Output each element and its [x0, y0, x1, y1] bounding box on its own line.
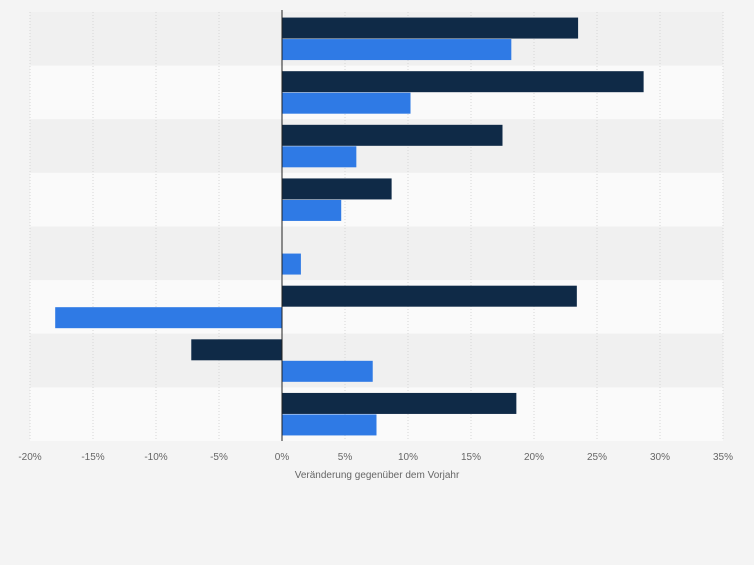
- x-tick-label: 5%: [338, 452, 353, 463]
- bar: [191, 339, 282, 361]
- bar: [282, 178, 392, 200]
- x-tick-label: 30%: [650, 452, 670, 463]
- bar: [282, 71, 644, 93]
- x-tick-label: -15%: [81, 452, 104, 463]
- bar: [282, 253, 301, 275]
- bar: [55, 307, 283, 329]
- x-tick-label: 10%: [398, 452, 418, 463]
- x-tick-label: 15%: [461, 452, 481, 463]
- x-tick-label: 25%: [587, 452, 607, 463]
- x-tick-label: -5%: [210, 452, 228, 463]
- bar: [282, 17, 579, 39]
- bar: [282, 285, 577, 307]
- bar: [282, 92, 411, 114]
- x-axis-label: Veränderung gegenüber dem Vorjahr: [295, 470, 460, 481]
- x-tick-label: 0%: [275, 452, 290, 463]
- x-tick-label: 35%: [713, 452, 733, 463]
- x-tick-label: 20%: [524, 452, 544, 463]
- x-tick-label: -20%: [18, 452, 41, 463]
- x-tick-label: -10%: [144, 452, 167, 463]
- bar: [282, 414, 377, 436]
- bar: [282, 360, 373, 382]
- bar: [282, 124, 503, 146]
- row-band: [30, 333, 723, 388]
- bar: [282, 146, 357, 168]
- bar: [282, 392, 517, 414]
- bar: [282, 39, 512, 61]
- bar: [282, 199, 342, 221]
- row-band: [30, 226, 723, 281]
